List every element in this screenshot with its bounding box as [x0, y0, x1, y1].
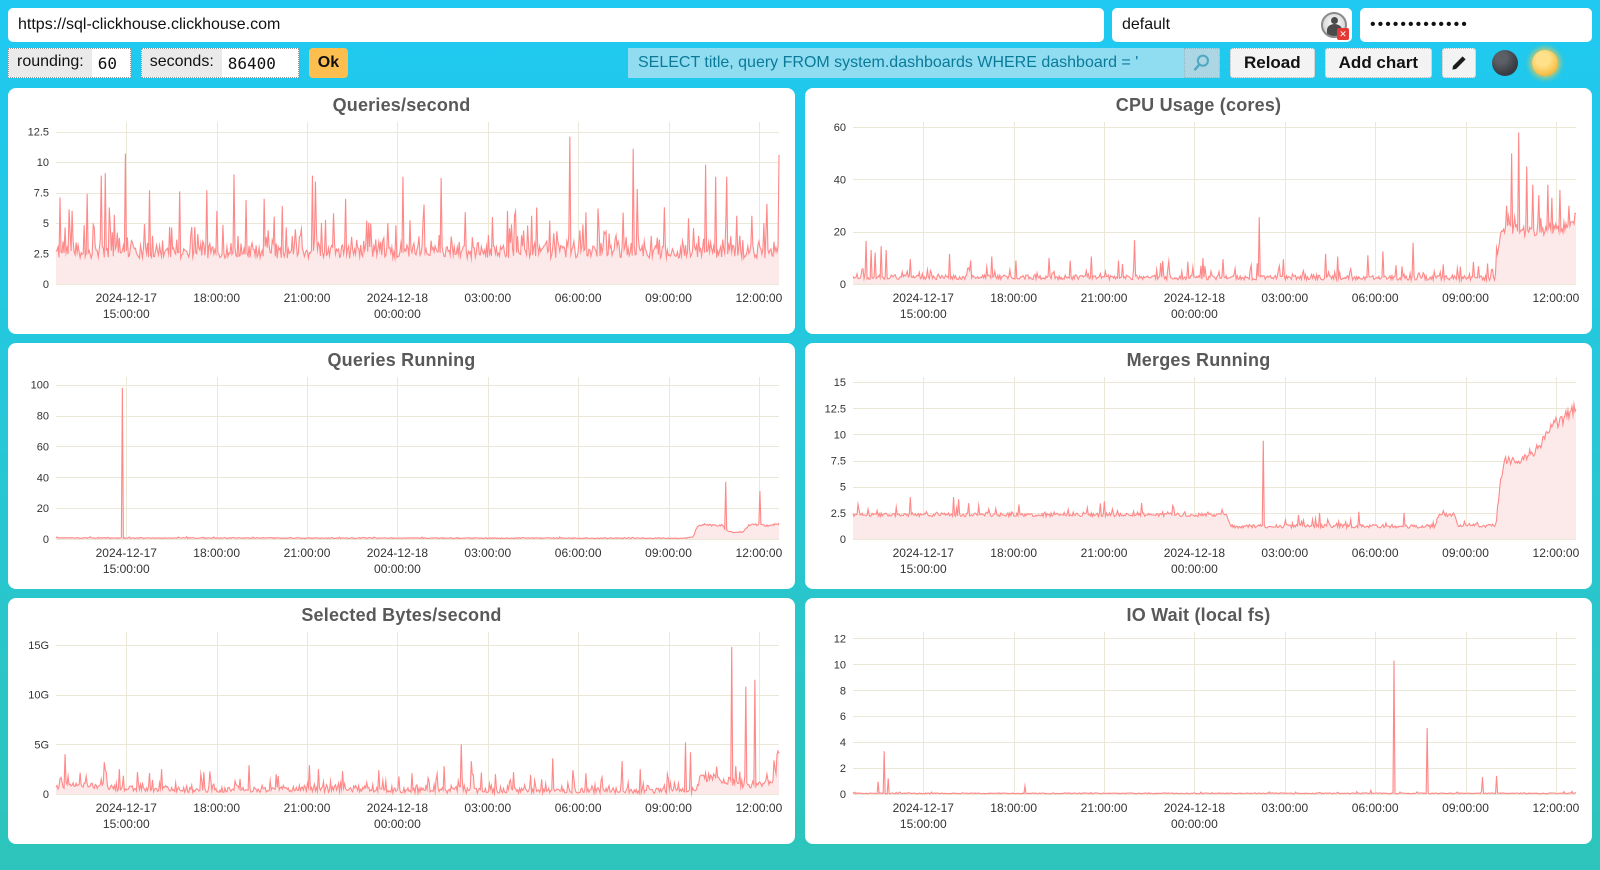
chart-title: CPU Usage (cores) — [1115, 95, 1282, 115]
dashboard-query-input[interactable] — [627, 48, 1184, 78]
chart-card-selected-bytes: Selected Bytes/second — [8, 598, 795, 844]
rounding-param: rounding: — [8, 48, 131, 78]
connection-bar: ✕ — [8, 8, 1592, 42]
seconds-input[interactable] — [221, 49, 298, 77]
seconds-param: seconds: — [140, 48, 299, 78]
chart-title: Queries/second — [332, 95, 471, 115]
reload-button[interactable]: Reload — [1229, 48, 1315, 78]
chart-canvas-selected-bytes[interactable] — [8, 626, 795, 838]
chart-card-queries-running: Queries Running — [8, 343, 795, 589]
user-status-icon: ✕ — [1321, 12, 1349, 40]
chart-title: IO Wait (local fs) — [1126, 605, 1271, 625]
chart-canvas-io-wait[interactable] — [805, 626, 1592, 838]
ok-button[interactable]: Ok — [308, 48, 349, 78]
search-button[interactable] — [1183, 48, 1220, 78]
rounding-input[interactable] — [91, 49, 130, 77]
server-url-input[interactable] — [8, 8, 1104, 42]
rounding-label: rounding: — [9, 49, 92, 77]
chart-card-io-wait: IO Wait (local fs) — [805, 598, 1592, 844]
chart-canvas-queries-running[interactable] — [8, 371, 795, 583]
user-input[interactable] — [1112, 8, 1352, 42]
controls-bar: rounding: seconds: Ok Reload Add chart — [8, 48, 1592, 78]
edit-charts-button[interactable] — [1442, 48, 1476, 78]
error-badge-icon: ✕ — [1337, 28, 1349, 40]
chart-canvas-merges-running[interactable] — [805, 371, 1592, 583]
add-chart-button[interactable]: Add chart — [1324, 48, 1432, 78]
light-theme-toggle-sun-icon[interactable] — [1532, 50, 1558, 76]
chart-canvas-queries-per-second[interactable] — [8, 116, 795, 328]
chart-card-merges-running: Merges Running — [805, 343, 1592, 589]
seconds-label: seconds: — [141, 49, 222, 77]
chart-title: Selected Bytes/second — [301, 605, 502, 625]
chart-title: Queries Running — [327, 350, 476, 370]
password-input[interactable] — [1360, 8, 1592, 42]
chart-card-cpu-usage: CPU Usage (cores) — [805, 88, 1592, 334]
user-field-wrap: ✕ — [1112, 8, 1352, 42]
dark-theme-toggle-moon-icon[interactable] — [1492, 50, 1518, 76]
chart-canvas-cpu-usage[interactable] — [805, 116, 1592, 328]
chart-card-queries-per-second: Queries/second — [8, 88, 795, 334]
dashboard-query-group — [627, 48, 1220, 78]
pencil-icon — [1452, 56, 1466, 70]
search-icon — [1193, 54, 1209, 71]
chart-title: Merges Running — [1126, 350, 1271, 370]
charts-grid: Queries/second CPU Usage (cores) Queries… — [8, 88, 1592, 844]
